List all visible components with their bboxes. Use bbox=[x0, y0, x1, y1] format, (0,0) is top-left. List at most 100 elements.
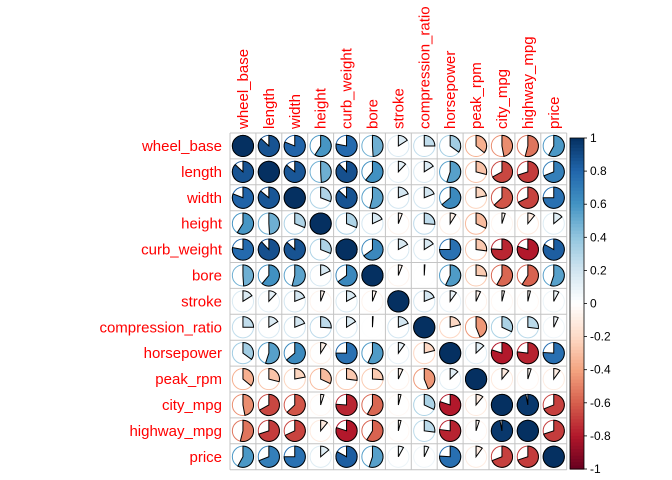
colorbar-band bbox=[570, 459, 584, 463]
colorbar-band bbox=[570, 386, 584, 391]
colorbar-band bbox=[570, 224, 584, 228]
cell-peak_rpm-width bbox=[283, 367, 306, 391]
colorbar-tick-label: 0.8 bbox=[590, 164, 607, 178]
colorbar-band bbox=[570, 147, 584, 152]
cell-length-curb_weight bbox=[335, 160, 358, 183]
pie-slice bbox=[242, 290, 253, 303]
colorbar-band bbox=[570, 247, 584, 252]
cell-bore-curb_weight bbox=[335, 264, 358, 287]
pie-slice bbox=[423, 160, 434, 173]
pie-slice bbox=[261, 264, 280, 287]
cell-price-length bbox=[257, 445, 280, 468]
row-label: compression_ratio bbox=[99, 319, 222, 336]
cell-peak_rpm-curb_weight bbox=[335, 367, 358, 391]
colorbar-band bbox=[570, 353, 584, 358]
pie-slice bbox=[524, 134, 539, 158]
cell-width-curb_weight bbox=[335, 186, 358, 209]
cell-price-height bbox=[309, 445, 332, 468]
cell-compression_ratio-horsepower bbox=[439, 316, 462, 339]
pie-slice bbox=[294, 316, 306, 328]
cell-horsepower-city_mpg bbox=[490, 342, 514, 365]
cell-peak_rpm-highway_mpg bbox=[516, 367, 539, 391]
pie-slice bbox=[397, 393, 402, 406]
colorbar-tick-label: -0.8 bbox=[590, 429, 611, 443]
pie-slice bbox=[231, 238, 254, 261]
cell-city_mpg-compression_ratio bbox=[413, 393, 436, 417]
pie-slice bbox=[449, 134, 462, 153]
pie-slice bbox=[439, 419, 462, 442]
cell-city_mpg-curb_weight bbox=[335, 393, 358, 417]
cell-highway_mpg-horsepower bbox=[439, 419, 462, 442]
pie-slice bbox=[490, 238, 514, 261]
colorbar-band bbox=[570, 333, 584, 338]
pie-slice bbox=[397, 134, 408, 147]
colorbar-band bbox=[570, 161, 584, 166]
colorbar-band bbox=[570, 290, 584, 295]
colorbar-band bbox=[570, 416, 584, 420]
row-label: highway_mpg bbox=[129, 423, 222, 440]
cell-height-stroke bbox=[387, 212, 410, 235]
cell-highway_mpg-curb_weight bbox=[335, 419, 358, 442]
colorbar-band bbox=[570, 435, 584, 440]
cell-price-wheel_base bbox=[231, 445, 255, 468]
colorbar-tick-label: 0.4 bbox=[590, 230, 607, 244]
cell-bore-width bbox=[283, 264, 306, 287]
cell-peak_rpm-bore bbox=[361, 367, 384, 391]
cell-stroke-wheel_base bbox=[231, 290, 255, 313]
pie-slice bbox=[516, 393, 539, 417]
pie-slice bbox=[517, 186, 539, 209]
pie-slice bbox=[371, 290, 377, 302]
cell-wheel_base-compression_ratio bbox=[413, 134, 436, 158]
pie-slice bbox=[542, 342, 565, 365]
colorbar-band bbox=[570, 200, 584, 205]
colorbar-band bbox=[570, 323, 584, 328]
pie-slice bbox=[268, 316, 279, 329]
colorbar-band bbox=[570, 465, 584, 470]
row-label: bore bbox=[192, 267, 222, 284]
cell-horsepower-compression_ratio bbox=[413, 342, 436, 365]
pie-slice bbox=[371, 134, 384, 158]
colorbar-band bbox=[570, 267, 584, 271]
cell-curb_weight-price bbox=[542, 238, 565, 261]
cell-stroke-compression_ratio bbox=[413, 290, 436, 313]
pie-slice bbox=[527, 212, 536, 226]
pie-slice bbox=[441, 186, 462, 209]
pie-slice bbox=[258, 445, 280, 468]
pie-slice bbox=[516, 419, 539, 442]
cell-compression_ratio-highway_mpg bbox=[516, 316, 539, 339]
cell-height-peak_rpm bbox=[464, 212, 488, 235]
pie-slice bbox=[397, 367, 404, 380]
cell-bore-bore bbox=[361, 264, 384, 287]
colorbar-band bbox=[570, 336, 584, 341]
row-label: wheel_base bbox=[141, 138, 222, 155]
pie-slice bbox=[283, 186, 306, 209]
pie-slice bbox=[475, 419, 480, 432]
pie-slice bbox=[283, 238, 306, 261]
pie-slice bbox=[553, 367, 561, 381]
colorbar-band bbox=[570, 157, 584, 162]
pie-slice bbox=[314, 134, 332, 158]
colorbar-band bbox=[570, 270, 584, 275]
pie-slice bbox=[553, 212, 563, 225]
pie-slice bbox=[542, 186, 565, 209]
pie-slice bbox=[309, 212, 332, 235]
column-label: peak_rpm bbox=[468, 62, 485, 129]
colorbar-band bbox=[570, 422, 584, 427]
pie-slice bbox=[501, 134, 513, 157]
pie-slice bbox=[521, 264, 539, 287]
pie-slice bbox=[501, 367, 510, 381]
pie-slice bbox=[397, 445, 405, 457]
pie-slice bbox=[320, 445, 330, 458]
pie-slice bbox=[439, 445, 462, 468]
pie-slice bbox=[527, 316, 539, 330]
pie-slice bbox=[369, 186, 384, 209]
colorbar-band bbox=[570, 310, 584, 315]
pie-slice bbox=[397, 212, 403, 224]
pie-slice bbox=[242, 316, 255, 328]
cell-stroke-city_mpg bbox=[490, 290, 514, 313]
colorbar-band bbox=[570, 425, 584, 430]
cell-length-stroke bbox=[387, 160, 410, 183]
colorbar-band bbox=[570, 349, 584, 354]
cell-highway_mpg-height bbox=[309, 419, 332, 442]
cell-compression_ratio-wheel_base bbox=[231, 316, 255, 339]
